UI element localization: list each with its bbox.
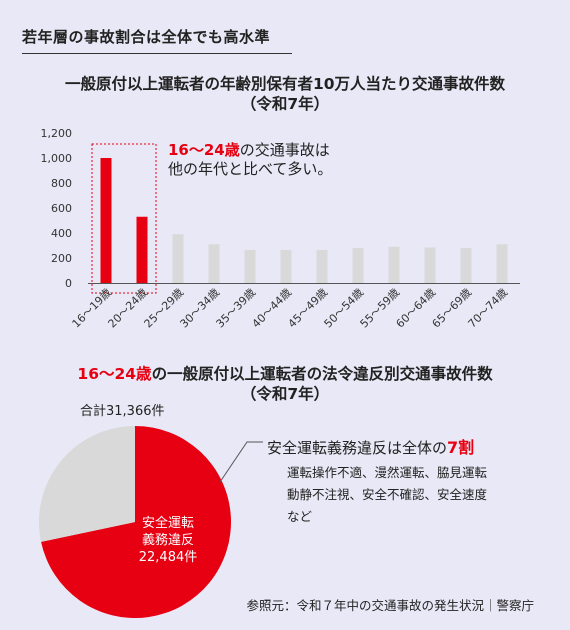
y-axis: 0 200 400 600 800 1,000 1,200 <box>41 127 73 290</box>
y-tick-label: 600 <box>51 202 72 215</box>
slice-label-value: 22,484件 <box>138 550 198 565</box>
annotation-text-2: 他の年代と比べて多い。 <box>168 160 333 178</box>
callout-highlight: 7割 <box>447 438 475 457</box>
chart1-title-line2: （令和7年） <box>240 95 330 113</box>
section-heading: 若年層の事故割合は全体でも高水準 <box>22 26 292 54</box>
y-tick-label: 1,000 <box>41 152 73 165</box>
bar-9 <box>424 247 436 283</box>
chart1-annotation: 16～24歳の交通事故は 他の年代と比べて多い。 <box>168 141 332 179</box>
y-tick-label: 800 <box>51 177 72 190</box>
annotation-highlight: 16～24歳 <box>168 141 240 159</box>
y-tick-label: 0 <box>65 277 72 290</box>
chart1-title: 一般原付以上運転者の年齢別保有者10万人当たり交通事故件数 （令和7年） <box>0 74 570 114</box>
bar-0 <box>100 158 112 283</box>
slice-label-line2: 義務違反 <box>141 533 194 548</box>
pie-callout-title: 安全運転義務違反は全体の7割 <box>267 434 474 458</box>
callout-body-line: 運転操作不適、漫然運転、脇見運転 <box>287 465 488 480</box>
bar-11 <box>496 244 508 283</box>
chart2-title-rest: の一般原付以上運転者の法令違反別交通事故件数 <box>151 365 493 383</box>
x-tick-label: 70～74歳 <box>466 286 511 331</box>
source-citation: 参照元：令和７年中の交通事故の発生状況｜警察庁 <box>246 598 534 613</box>
annotation-text-1: の交通事故は <box>239 141 330 159</box>
bar-1 <box>136 216 148 283</box>
pie-callout-body: 運転操作不適、漫然運転、脇見運転 動静不注視、安全不確認、安全速度 など <box>287 462 527 528</box>
bars <box>100 158 508 283</box>
bar-8 <box>388 246 400 283</box>
callout-prefix: 安全運転義務違反は全体の <box>267 439 448 457</box>
y-tick-label: 200 <box>51 252 72 265</box>
slice-label-line1: 安全運転 <box>141 516 194 531</box>
bar-6 <box>316 249 328 283</box>
callout-body-line: など <box>287 509 313 524</box>
x-tick-labels: 16～19歳20～24歳25～29歳30～34歳35～39歳40～44歳45～4… <box>70 286 511 331</box>
chart2-title: 16～24歳の一般原付以上運転者の法令違反別交通事故件数 （令和7年） <box>0 364 570 404</box>
pie-total-label: 合計31,366件 <box>80 404 165 419</box>
chart2-title-line2: （令和7年） <box>240 385 330 403</box>
bar-4 <box>244 249 256 283</box>
callout-body-line: 動静不注視、安全不確認、安全速度 <box>287 487 488 502</box>
bar-3 <box>208 244 220 283</box>
chart1-title-line1: 一般原付以上運転者の年齢別保有者10万人当たり交通事故件数 <box>64 75 506 93</box>
y-tick-label: 400 <box>51 227 72 240</box>
bar-7 <box>352 248 364 283</box>
bar-2 <box>172 234 184 283</box>
y-tick-label: 1,200 <box>41 127 73 140</box>
highlight-box <box>91 143 157 294</box>
bar-10 <box>460 248 472 283</box>
pie-slice-label: 安全運転 義務違反 22,484件 <box>128 515 208 566</box>
chart2-title-highlight: 16～24歳 <box>77 365 152 383</box>
bar-5 <box>280 249 292 283</box>
